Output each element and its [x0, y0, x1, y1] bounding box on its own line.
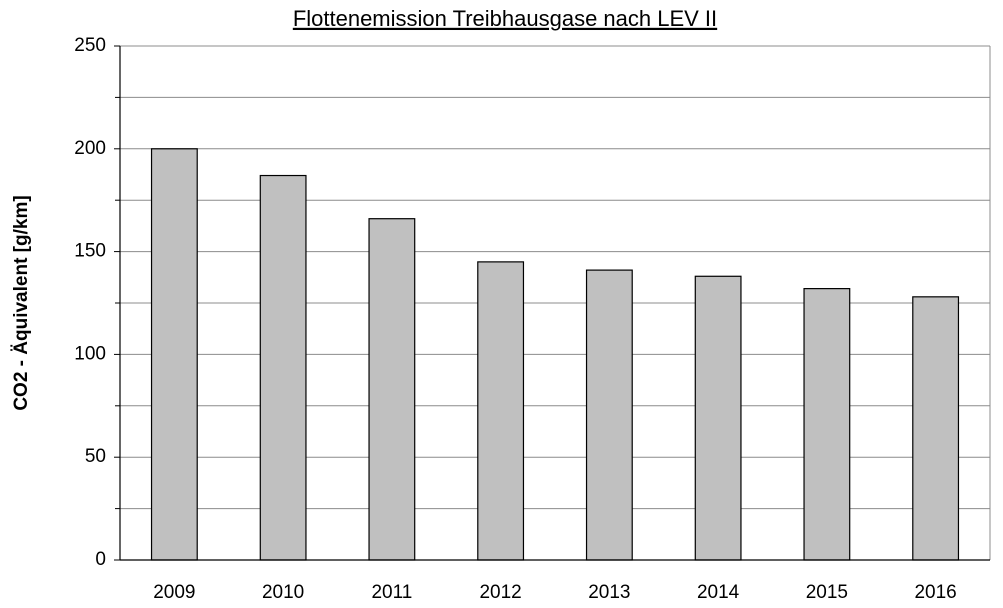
x-tick-label: 2012	[479, 582, 521, 603]
y-tick-label: 0	[95, 549, 106, 570]
y-tick-label: 150	[74, 241, 106, 262]
y-tick-label: 50	[85, 446, 106, 467]
x-tick-label: 2010	[262, 582, 304, 603]
y-tick-label: 200	[74, 138, 106, 159]
y-tick-label: 100	[74, 343, 106, 364]
x-tick-label: 2011	[371, 582, 412, 603]
x-tick-label: 2013	[588, 582, 630, 603]
x-tick-label: 2015	[806, 582, 848, 603]
bar	[585, 269, 633, 561]
bar	[477, 261, 525, 561]
x-tick-label: 2009	[153, 582, 195, 603]
x-tick-label: 2016	[914, 582, 956, 603]
bar	[912, 296, 960, 561]
y-tick-label: 250	[74, 35, 106, 56]
bar	[368, 218, 416, 561]
bar	[803, 288, 851, 561]
bar	[259, 174, 307, 561]
chart-title: Flottenemission Treibhausgase nach LEV I…	[293, 6, 717, 31]
bar	[150, 148, 198, 561]
bar	[694, 275, 742, 561]
x-tick-label: 2014	[697, 582, 740, 603]
y-axis-label: CO2 - Äquivalent [g/km]	[11, 195, 32, 410]
